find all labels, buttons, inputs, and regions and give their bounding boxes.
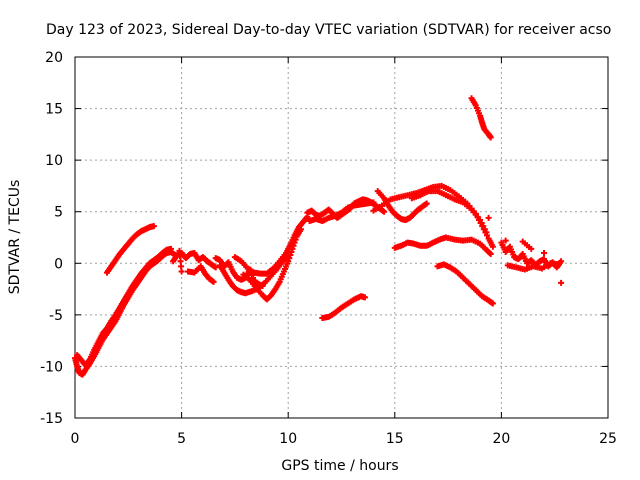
chart-title: Day 123 of 2023, Sidereal Day-to-day VTE… [46, 22, 611, 38]
series-arc-10 [306, 199, 377, 224]
data-point [177, 258, 184, 265]
x-tick-label: 10 [279, 431, 297, 447]
data-point [259, 282, 266, 289]
data-point [287, 252, 294, 259]
y-tick-label: -5 [49, 308, 63, 324]
data-point [178, 263, 185, 270]
data-point [485, 214, 492, 221]
x-tick-label: 0 [71, 431, 80, 447]
series-arc-17 [468, 95, 494, 141]
series-arc-14 [391, 234, 494, 258]
y-tick-label: 20 [45, 50, 63, 66]
y-tick-label: 15 [45, 102, 63, 118]
data-point [483, 229, 490, 236]
series-arc-15 [319, 293, 368, 321]
data-point [487, 251, 494, 258]
series-arc-6 [231, 213, 311, 277]
data-point [481, 226, 488, 233]
grid [75, 57, 608, 418]
data-point [558, 258, 565, 265]
series-arc-11 [374, 188, 430, 223]
y-axis-label: SDTVAR / TECUs [7, 180, 23, 295]
data-point [558, 279, 565, 286]
data-point [487, 134, 494, 141]
data-point [361, 294, 368, 301]
data-point [292, 236, 299, 243]
data-point [381, 208, 388, 215]
series-arc-4 [170, 247, 219, 285]
data-point [478, 220, 485, 227]
x-tick-label: 15 [386, 431, 404, 447]
data-point [150, 223, 157, 230]
data-point [423, 200, 430, 207]
y-tick-label: 10 [45, 153, 63, 169]
data-point [489, 243, 496, 250]
y-axis: -15 -10 -5 0 5 10 15 20 [40, 50, 608, 427]
data-point [555, 261, 562, 268]
series-arc-18 [485, 214, 565, 286]
data-point [286, 255, 293, 262]
series-arc-2 [74, 245, 174, 369]
data-point [177, 253, 184, 260]
y-tick-label: 5 [54, 205, 63, 221]
data-point [210, 278, 217, 285]
data-point [502, 237, 509, 244]
data-point [285, 258, 292, 265]
data-point [288, 248, 295, 255]
data-point [528, 245, 535, 252]
x-axis-label: GPS time / hours [281, 458, 398, 474]
data-point [370, 199, 377, 206]
data-point [289, 245, 296, 252]
data-points [72, 95, 565, 378]
series-arc-3 [103, 223, 157, 276]
data-point [477, 216, 484, 223]
series-arc-16 [434, 261, 496, 307]
plot-frame [74, 56, 609, 419]
x-tick-label: 25 [599, 431, 617, 447]
data-point [489, 300, 496, 307]
x-axis: 0 5 10 15 20 25 [71, 57, 617, 447]
series-arc-13 [408, 188, 490, 236]
series-arc-8 [212, 255, 266, 289]
data-point [212, 264, 219, 271]
x-tick-label: 20 [492, 431, 510, 447]
y-tick-label: 0 [54, 256, 63, 272]
data-point [541, 249, 548, 256]
x-tick-label: 5 [177, 431, 186, 447]
data-point [176, 247, 183, 254]
data-point [290, 242, 297, 249]
data-point [480, 223, 487, 230]
y-tick-label: -15 [40, 411, 63, 427]
data-point [297, 226, 304, 233]
data-point [167, 245, 174, 252]
series-arc-7 [240, 226, 304, 303]
data-point [291, 239, 298, 246]
y-tick-label: -10 [40, 359, 63, 375]
data-point [178, 268, 185, 275]
